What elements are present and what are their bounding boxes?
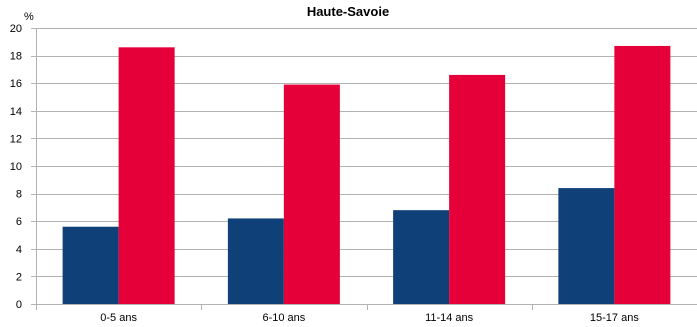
- x-tick-label: 0-5 ans: [100, 312, 137, 324]
- y-tick-label: 0: [16, 299, 22, 311]
- y-tick-label: 20: [10, 23, 22, 35]
- y-unit-label: %: [24, 11, 34, 23]
- y-tick-label: 6: [16, 216, 22, 228]
- bars: [62, 45, 671, 304]
- bar-series-1-11-14-ans: [393, 210, 450, 304]
- y-tick-label: 4: [16, 244, 22, 256]
- y-axis-ticks: 0 2 4 6 8 10 12 14 16 18 20: [10, 23, 37, 311]
- y-tick-label: 10: [10, 161, 22, 173]
- y-tick-label: 14: [10, 106, 22, 118]
- x-tick-label: 15-17 ans: [590, 312, 639, 324]
- chart-title: Haute-Savoie: [307, 4, 389, 19]
- y-tick-label: 18: [10, 51, 22, 63]
- y-tick-label: 16: [10, 78, 22, 90]
- bar-series-1-15-17-ans: [558, 188, 615, 304]
- bar-series-2-0-5-ans: [118, 47, 175, 304]
- bar-series-1-0-5-ans: [62, 226, 119, 304]
- y-tick-label: 2: [16, 271, 22, 283]
- bar-series-2-6-10-ans: [283, 84, 340, 304]
- x-axis: 0-5 ans 6-10 ans 11-14 ans 15-17 ans: [36, 304, 697, 324]
- x-tick-label: 11-14 ans: [425, 312, 474, 324]
- bar-series-2-11-14-ans: [449, 74, 506, 304]
- y-tick-label: 8: [16, 189, 22, 201]
- x-tick-label: 6-10 ans: [262, 312, 305, 324]
- bar-series-2-15-17-ans: [614, 45, 671, 304]
- bar-series-1-6-10-ans: [227, 218, 284, 304]
- y-tick-label: 12: [10, 133, 22, 145]
